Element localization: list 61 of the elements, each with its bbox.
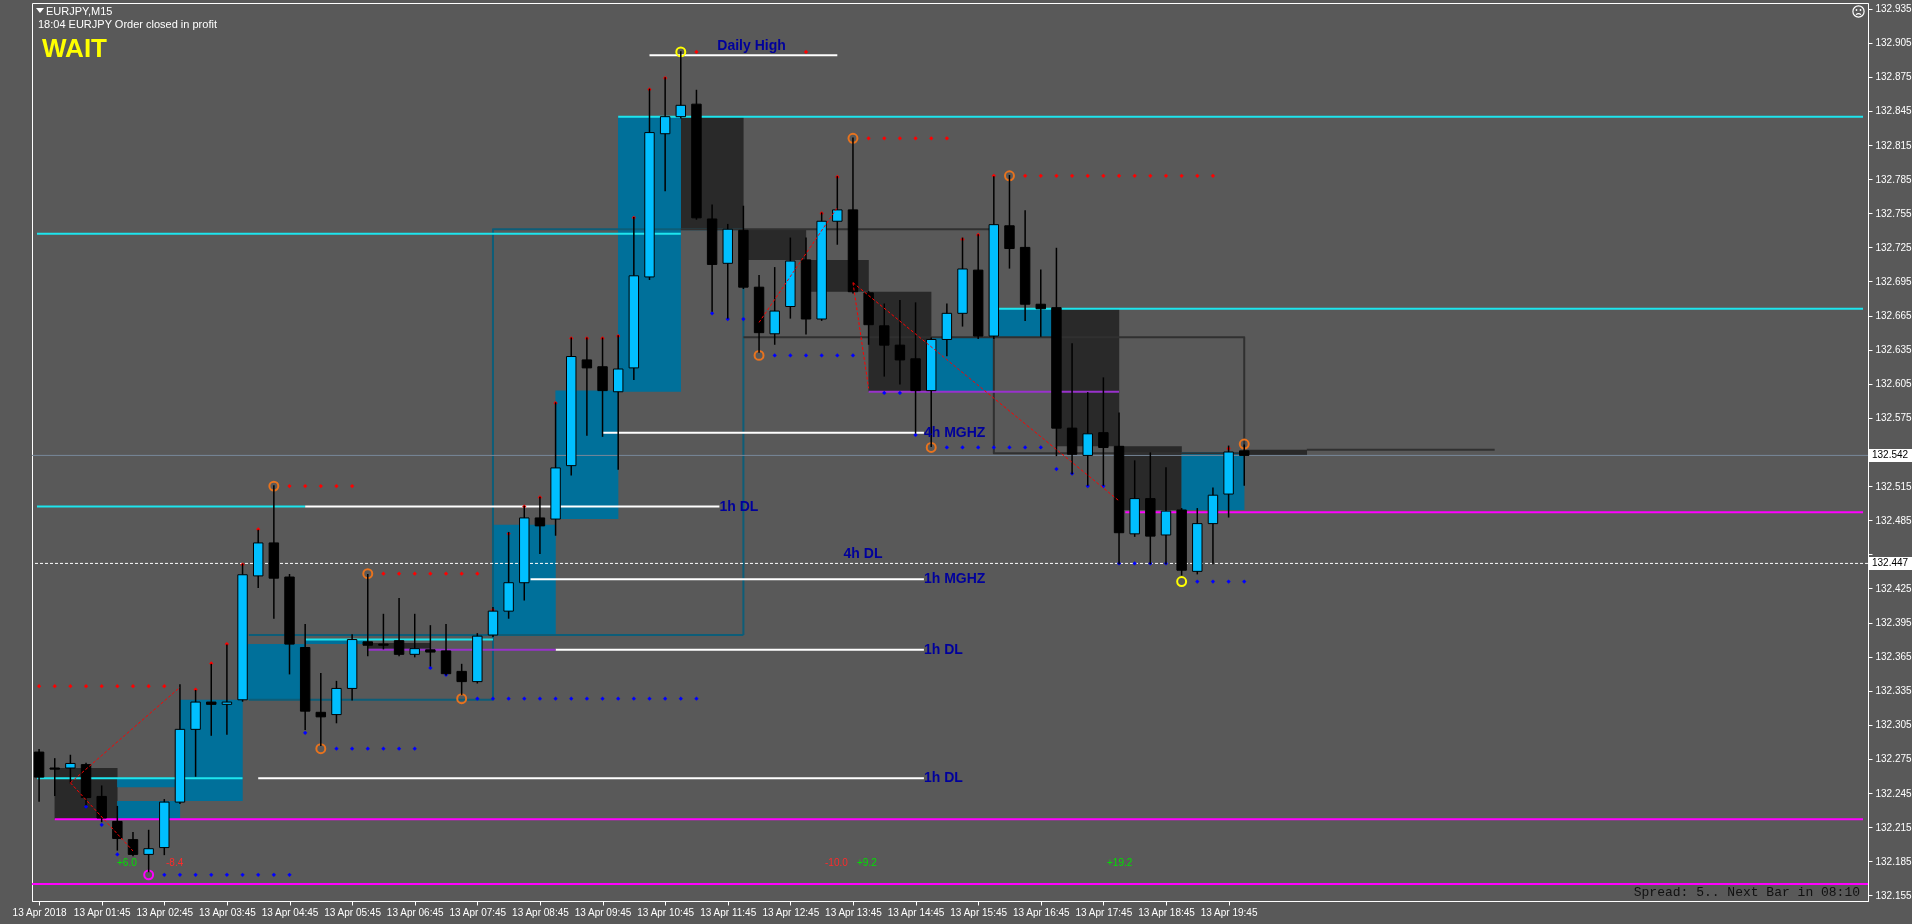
annotation: -8.4 xyxy=(166,857,184,868)
annotation: Spread: 5.. Next Bar in 08:10 xyxy=(1633,885,1860,900)
annotation: 1h DL xyxy=(923,769,964,786)
y-tick-label: 132.935 xyxy=(1875,3,1912,15)
ref-line-label: 132.542 xyxy=(1872,449,1909,461)
y-tick-label: 132.905 xyxy=(1875,37,1912,49)
x-tick-label: 13 Apr 12:45 xyxy=(762,906,820,918)
y-tick-label: 132.275 xyxy=(1875,753,1912,765)
x-tick-label: 13 Apr 18:45 xyxy=(1138,906,1196,918)
y-tick-label: 132.755 xyxy=(1875,207,1912,219)
annotation: 4h DL xyxy=(843,545,883,562)
annotation: +9.2 xyxy=(857,857,878,868)
x-tick-label: 13 Apr 16:45 xyxy=(1012,906,1071,918)
text: 18:04 EURJPY Order closed in profit xyxy=(38,18,217,30)
x-tick-label: 13 Apr 13:45 xyxy=(825,906,883,918)
y-tick-label: 132.185 xyxy=(1875,855,1912,867)
y-tick-label: 132.695 xyxy=(1875,275,1912,287)
x-tick-label: 13 Apr 08:45 xyxy=(512,906,570,918)
x-tick-label: 13 Apr 15:45 xyxy=(950,906,1008,918)
x-tick-label: 13 Apr 11:45 xyxy=(700,906,757,918)
y-tick-label: 132.425 xyxy=(1875,582,1912,594)
y-tick-label: 132.485 xyxy=(1875,514,1912,526)
y-tick-label: 132.785 xyxy=(1875,173,1912,185)
y-tick-label: 132.215 xyxy=(1875,821,1912,833)
annotation: Daily High xyxy=(717,37,786,54)
y-tick-label: 132.635 xyxy=(1875,344,1912,356)
y-tick-label: 132.605 xyxy=(1875,378,1912,390)
x-tick-label: 13 Apr 02:45 xyxy=(136,906,194,918)
x-tick-label: 13 Apr 03:45 xyxy=(199,906,257,918)
y-tick-label: 132.815 xyxy=(1875,139,1912,151)
y-tick-label: 132.875 xyxy=(1875,71,1912,83)
y-tick-label: 132.335 xyxy=(1875,685,1912,697)
annotation: +19.2 xyxy=(1107,857,1133,868)
x-tick-label: 13 Apr 09:45 xyxy=(574,906,632,918)
y-tick-label: 132.365 xyxy=(1875,651,1912,663)
x-tick-label: 13 Apr 19:45 xyxy=(1200,906,1258,918)
annotation: 1h MGHZ xyxy=(923,570,986,587)
y-tick-label: 132.845 xyxy=(1875,105,1912,117)
x-tick-label: 13 Apr 01:45 xyxy=(73,906,131,918)
y-tick-label: 132.725 xyxy=(1875,241,1912,253)
y-tick-label: 132.305 xyxy=(1875,719,1912,731)
y-tick-label: 132.395 xyxy=(1875,617,1912,629)
annotation: +6.0 xyxy=(117,857,138,868)
x-tick-label: 13 Apr 10:45 xyxy=(637,906,695,918)
ref-line-label: 132.447 xyxy=(1872,557,1909,569)
x-tick-label: 13 Apr 07:45 xyxy=(449,906,507,918)
chart-title: EURJPY,M15 xyxy=(46,5,113,17)
x-tick-label: 13 Apr 06:45 xyxy=(386,906,445,918)
y-tick-label: 132.665 xyxy=(1875,310,1912,322)
x-tick-label: 13 Apr 04:45 xyxy=(261,906,319,918)
x-tick-label: 13 Apr 05:45 xyxy=(324,906,382,918)
y-tick-label: 132.245 xyxy=(1875,787,1912,799)
y-tick-label: 132.515 xyxy=(1875,480,1912,492)
y-tick-label: 132.575 xyxy=(1875,412,1912,424)
x-tick-label: 13 Apr 2018 xyxy=(12,906,67,918)
annotation: -10.0 xyxy=(825,857,849,868)
x-tick-label: 13 Apr 17:45 xyxy=(1075,906,1133,918)
annotation: WAIT xyxy=(42,33,108,63)
y-tick-label: 132.155 xyxy=(1875,889,1912,901)
annotation: 1h DL xyxy=(923,640,964,657)
x-tick-label: 13 Apr 14:45 xyxy=(887,906,945,918)
